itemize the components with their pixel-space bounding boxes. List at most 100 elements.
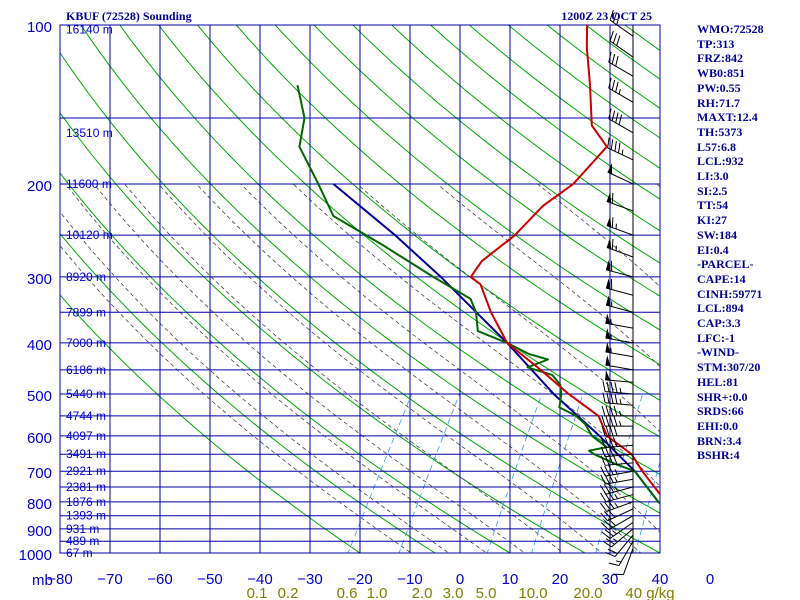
wind-barb-flag bbox=[614, 393, 618, 404]
parcel-trace bbox=[332, 183, 660, 505]
height-label: 1393 m bbox=[66, 509, 106, 523]
wind-barb-half-flag bbox=[614, 493, 618, 499]
wind-barb-half-flag bbox=[614, 469, 618, 475]
mixing-ratio-label: 40 g/kg bbox=[625, 585, 674, 600]
wind-barb-flag bbox=[609, 405, 614, 417]
mixing-ratio-label: 3.0 bbox=[443, 585, 464, 600]
index-line: EHI:0.0 bbox=[697, 418, 739, 433]
pressure-tick-label: 900 bbox=[27, 523, 52, 540]
wind-barb bbox=[600, 500, 634, 512]
wind-barb-flag bbox=[616, 35, 621, 46]
wind-barb-staff bbox=[605, 478, 634, 485]
height-label: 3491 m bbox=[66, 447, 106, 461]
wind-barb-flag bbox=[600, 512, 608, 522]
wind-barb-flag bbox=[605, 415, 610, 427]
height-label: 13510 m bbox=[66, 126, 113, 140]
height-label: 1876 m bbox=[66, 495, 106, 509]
height-label: 8920 m bbox=[66, 270, 106, 284]
wind-barb-flag bbox=[600, 437, 606, 448]
wind-barb-flag bbox=[609, 30, 614, 42]
height-label: 931 m bbox=[66, 522, 99, 536]
wind-barb bbox=[602, 381, 634, 395]
wind-barb-half-flag bbox=[610, 347, 612, 354]
wind-barb-flag bbox=[611, 79, 616, 91]
chart-title: KBUF (72528) Sounding bbox=[66, 9, 192, 23]
wind-barb-flag bbox=[608, 562, 620, 566]
mixing-ratio-label: 0.1 bbox=[247, 585, 268, 600]
wind-barb-staff bbox=[605, 470, 634, 477]
dry-adiabat-line bbox=[60, 172, 511, 553]
wind-barb bbox=[608, 51, 634, 77]
wind-barb bbox=[605, 355, 634, 371]
index-line: SW:184 bbox=[697, 227, 738, 242]
dry-adiabat-line bbox=[507, 25, 660, 139]
wind-barb-staff bbox=[606, 225, 634, 236]
wind-barb-flag bbox=[607, 500, 615, 509]
pressure-tick-label: 300 bbox=[27, 271, 52, 288]
wind-barb bbox=[609, 10, 634, 37]
index-line: CAP:3.3 bbox=[697, 316, 741, 331]
dewpoint-trace bbox=[296, 84, 660, 505]
height-label: 2381 m bbox=[66, 480, 106, 494]
index-line: KI:27 bbox=[697, 213, 727, 228]
wind-barb-flag bbox=[601, 405, 606, 417]
wind-barb-staff bbox=[608, 515, 634, 531]
wind-barb-pennant bbox=[606, 237, 612, 250]
mixing-ratio-line bbox=[398, 393, 460, 553]
mixing-ratio-label: 0.2 bbox=[278, 585, 299, 600]
wind-barb bbox=[607, 163, 634, 185]
height-label: 67 m bbox=[66, 546, 93, 560]
wind-barb-flag bbox=[604, 465, 610, 476]
pressure-tick-label: 500 bbox=[27, 388, 52, 405]
index-line: STM:307/20 bbox=[697, 360, 761, 375]
wind-barb-half-flag bbox=[610, 319, 612, 325]
wind-barb-pennant bbox=[605, 355, 611, 366]
index-line: WB0:851 bbox=[697, 66, 745, 81]
dry-adiabat-line bbox=[313, 25, 660, 297]
wind-barb-staff bbox=[605, 287, 634, 296]
wind-barb-half-flag bbox=[619, 387, 622, 394]
temperature-tick-label: −50 bbox=[197, 571, 222, 588]
wind-barb-flag bbox=[612, 33, 618, 44]
wind-barb-flag bbox=[602, 381, 606, 392]
wind-barb-flag bbox=[611, 110, 616, 121]
pressure-temperature-grid bbox=[59, 24, 661, 554]
wind-barb-pennant bbox=[605, 260, 611, 271]
wind-barb bbox=[608, 108, 634, 134]
index-line: CAPE:14 bbox=[697, 271, 746, 286]
wind-barb-half-flag bbox=[615, 560, 622, 563]
wind-barb-pennant bbox=[605, 328, 611, 339]
wind-barb-half-flag bbox=[610, 333, 612, 340]
wind-barbs bbox=[600, 10, 634, 576]
wind-barb-half-flag bbox=[616, 19, 619, 25]
pressure-unit-label: mb bbox=[32, 572, 53, 589]
wind-barb-flag bbox=[606, 392, 610, 404]
wind-barb-flag bbox=[613, 425, 618, 437]
wind-barb-half-flag bbox=[619, 420, 622, 427]
wind-barb-flag bbox=[608, 77, 612, 89]
wind-barb-staff bbox=[605, 402, 634, 406]
index-line: PW:0.55 bbox=[697, 80, 741, 95]
index-line: TT:54 bbox=[697, 198, 729, 213]
wind-barb-staff bbox=[614, 534, 634, 557]
temperature-tick-label: 40 bbox=[652, 571, 669, 588]
index-line: CINH:59771 bbox=[697, 286, 763, 301]
wind-barb-staff bbox=[618, 540, 634, 566]
wind-barb-flag bbox=[601, 415, 606, 427]
index-line: -PARCEL- bbox=[697, 257, 754, 272]
index-line: FRZ:842 bbox=[697, 51, 743, 66]
wind-barb-flag bbox=[612, 573, 624, 576]
wind-barb-flag bbox=[600, 502, 608, 512]
wind-barb bbox=[606, 191, 634, 212]
index-line: EI:0.4 bbox=[697, 242, 729, 257]
pressure-tick-label: 100 bbox=[27, 19, 52, 36]
index-line: L57:6.8 bbox=[697, 139, 736, 154]
wind-barb-staff bbox=[622, 548, 634, 575]
wind-barb-flag bbox=[603, 484, 611, 494]
dry-adiabat-line bbox=[60, 232, 436, 553]
temperature-tick-label: 10 bbox=[502, 571, 519, 588]
wind-barb-flag bbox=[605, 425, 610, 437]
wind-barb-flag bbox=[601, 425, 606, 437]
index-line: LCL:894 bbox=[697, 301, 744, 316]
